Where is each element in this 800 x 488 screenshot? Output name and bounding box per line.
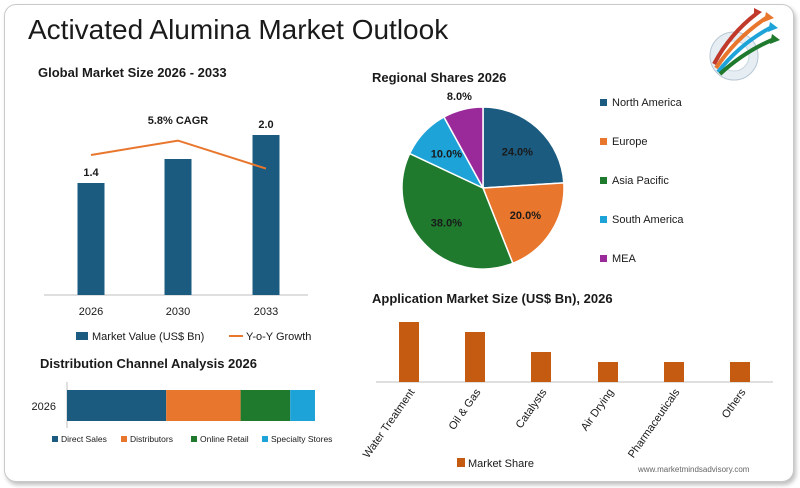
- distribution-segment-online-retail: [240, 390, 291, 421]
- cagr-annotation: 5.8% CAGR: [148, 115, 209, 127]
- pie-legend-swatch: [600, 99, 607, 106]
- application-bar-oil-gas: [465, 332, 485, 382]
- pie-slice-europe: [481, 182, 565, 265]
- application-tick-label: Air Drying: [579, 387, 617, 433]
- distribution-legend-label: Distributors: [130, 434, 173, 444]
- pie-legend-label: Europe: [612, 136, 647, 148]
- regional-title: Regional Shares 2026: [372, 70, 507, 85]
- market-size-tick-label: 2033: [254, 306, 278, 318]
- application-bar-pharmaceuticals: [664, 362, 684, 382]
- application-tick-label: Catalysts: [514, 386, 550, 430]
- market-size-tick-label: 2026: [79, 306, 103, 318]
- distribution-legend-label: Specialty Stores: [271, 434, 332, 444]
- distribution-legend-swatch: [52, 436, 58, 442]
- pie-legend-label: North America: [612, 97, 683, 109]
- page-title: Activated Alumina Market Outlook: [28, 14, 449, 45]
- application-tick-label: Others: [720, 386, 749, 420]
- distribution-tick-label: 2026: [32, 401, 56, 413]
- application-bar-catalysts: [531, 352, 551, 382]
- market-size-bar-2026: [77, 183, 105, 295]
- pie-legend-swatch: [600, 177, 607, 184]
- market-size-bar-2033: [252, 135, 280, 295]
- footer-url: www.marketmindsadvisory.com: [638, 465, 750, 474]
- pie-slice-mea: [442, 106, 484, 189]
- yoy-growth-line: [90, 139, 267, 170]
- application-tick-label: Water Treatment: [361, 387, 418, 461]
- application-legend-label: Market Share: [468, 458, 534, 470]
- application-bar-others: [730, 362, 750, 382]
- distribution-legend-swatch: [121, 436, 127, 442]
- market-size-bar-2030: [164, 159, 192, 295]
- distribution-title: Distribution Channel Analysis 2026: [40, 356, 257, 371]
- distribution-segment-direct-sales: [67, 390, 167, 421]
- distribution-legend-swatch: [191, 436, 197, 442]
- pie-slice-asia-pacific: [401, 152, 514, 270]
- application-tick-label: Oil & Gas: [447, 386, 484, 432]
- application-bar-air-drying: [598, 362, 618, 382]
- legend-label-yoy-growth: Y-o-Y Growth: [246, 331, 311, 343]
- distribution-segment-specialty-stores: [290, 390, 315, 421]
- legend-label-market-value: Market Value (US$ Bn): [92, 331, 204, 343]
- pie-legend-swatch: [600, 138, 607, 145]
- distribution-legend-label: Direct Sales: [61, 434, 107, 444]
- application-tick-label: Pharmaceuticals: [626, 386, 683, 460]
- pie-data-label: 20.0%: [510, 210, 541, 222]
- pie-data-label: 8.0%: [447, 91, 472, 103]
- pie-data-label: 10.0%: [431, 149, 462, 161]
- pie-data-label: 38.0%: [431, 217, 462, 229]
- application-legend-swatch: [457, 458, 465, 467]
- pie-slice-north-america: [482, 106, 565, 189]
- market-size-data-label: 1.4: [83, 167, 99, 179]
- legend-swatch-market-value: [76, 332, 88, 340]
- pie-legend-label: South America: [612, 214, 684, 226]
- pie-data-label: 24.0%: [502, 146, 533, 158]
- pie-legend-label: Asia Pacific: [612, 175, 669, 187]
- distribution-legend-swatch: [262, 436, 268, 442]
- distribution-segment-distributors: [166, 390, 241, 421]
- application-bar-water-treatment: [399, 322, 419, 382]
- distribution-legend-label: Online Retail: [200, 434, 249, 444]
- pie-legend-label: MEA: [612, 253, 637, 265]
- application-title: Application Market Size (US$ Bn), 2026: [372, 291, 613, 306]
- market-size-tick-label: 2030: [166, 306, 190, 318]
- brand-logo-icon: [709, 8, 780, 81]
- pie-legend-swatch: [600, 216, 607, 223]
- market-size-title: Global Market Size 2026 - 2033: [38, 65, 227, 80]
- pie-legend-swatch: [600, 255, 607, 262]
- market-size-data-label: 2.0: [258, 119, 273, 131]
